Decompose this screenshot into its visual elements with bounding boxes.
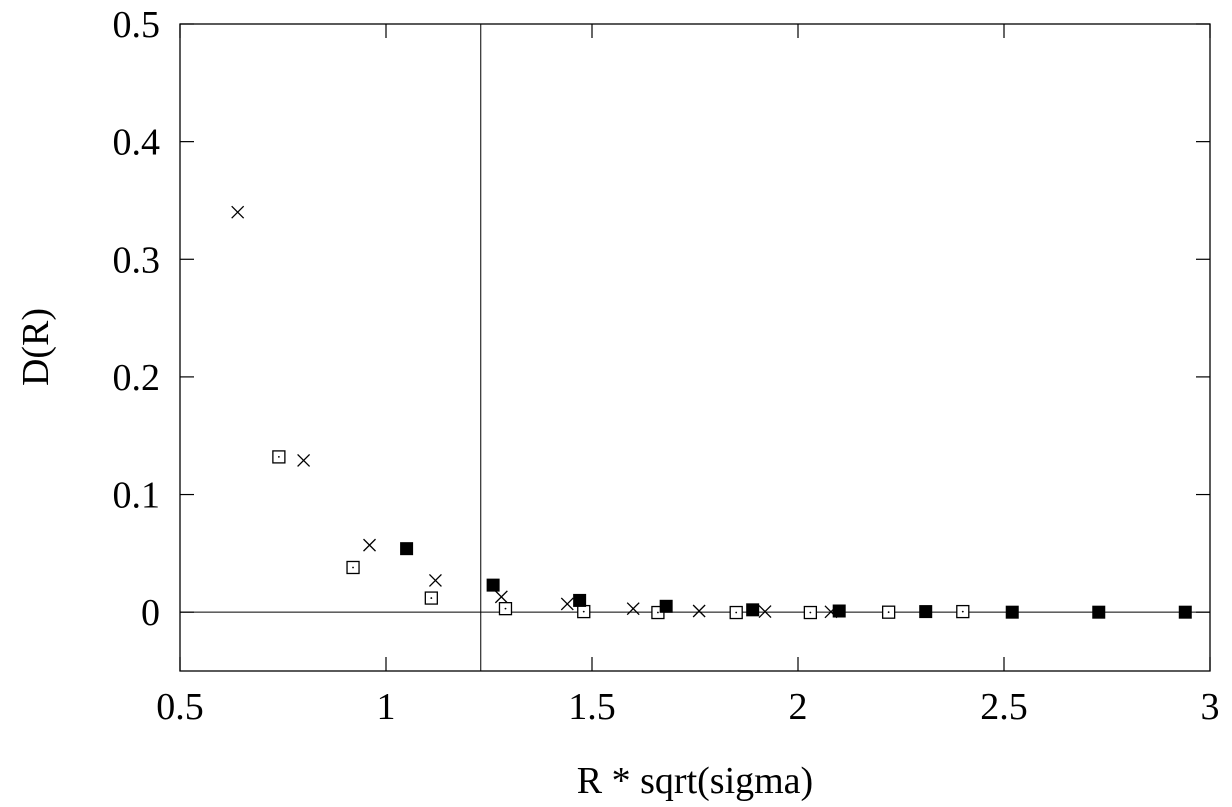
cross-marker [758, 605, 772, 619]
y-axis-label: D(R) [15, 308, 57, 386]
square-center-dot [504, 607, 507, 610]
square-center-dot [657, 611, 659, 614]
square-center-dot [887, 611, 890, 614]
open-square-marker [577, 604, 591, 619]
open-square-marker [729, 605, 743, 620]
open-square-marker [956, 604, 970, 619]
cross-marker [297, 453, 311, 467]
filled-square-marker [1005, 605, 1019, 619]
filled-square-marker [486, 578, 500, 592]
plot-frame [179, 23, 1211, 672]
tick-labels: 0.5 1 1.5 2 2.5 3 0 0.1 0.2 0.3 0.4 0.5 [113, 4, 1220, 728]
filled-square-marker [573, 593, 587, 607]
open-square-marker [424, 591, 438, 605]
open-square-marker [272, 450, 286, 464]
square-center-dot [809, 611, 812, 614]
axis-ticks [179, 23, 1211, 671]
filled-square-marker [1092, 605, 1106, 619]
square-center-dot [430, 597, 433, 599]
x-tick-label: 1 [377, 686, 396, 728]
x-tick-label: 0.5 [156, 686, 204, 728]
x-tick-label: 1.5 [568, 686, 616, 728]
reference-lines [180, 24, 1210, 671]
cross-marker [692, 604, 706, 618]
x-tick-label: 3 [1201, 686, 1220, 728]
square-center-dot [277, 456, 280, 458]
filled-square-marker [746, 603, 760, 617]
x-axis-label: R * sqrt(sigma) [577, 760, 813, 802]
x-tick-label: 2 [789, 686, 808, 728]
square-center-dot [735, 611, 738, 614]
y-tick-label: 0.5 [113, 4, 161, 46]
cross-marker [494, 590, 508, 604]
x-tick-label: 2.5 [980, 686, 1028, 728]
cross-marker [428, 573, 442, 587]
open-square-marker [498, 602, 513, 616]
filled-square-marker [832, 604, 846, 618]
open-square-marker [803, 605, 818, 620]
square-center-dot [961, 610, 964, 613]
y-tick-label: 0.4 [113, 122, 161, 164]
filled-square-marker [659, 599, 673, 613]
y-tick-label: 0 [141, 592, 160, 634]
data-markers [231, 205, 1192, 620]
cross-marker [560, 597, 574, 611]
filled-square-marker [1178, 605, 1192, 619]
cross-marker [626, 602, 640, 616]
square-center-dot [582, 610, 585, 613]
open-square-marker [346, 560, 360, 575]
cross-marker [231, 205, 245, 219]
y-tick-label: 0.1 [113, 475, 161, 517]
open-square-marker [881, 605, 896, 619]
y-tick-label: 0.3 [113, 239, 161, 281]
filled-square-marker [400, 542, 414, 556]
cross-marker [363, 538, 376, 552]
y-tick-label: 0.2 [113, 357, 161, 399]
filled-square-marker [919, 605, 933, 619]
square-center-dot [352, 566, 354, 569]
